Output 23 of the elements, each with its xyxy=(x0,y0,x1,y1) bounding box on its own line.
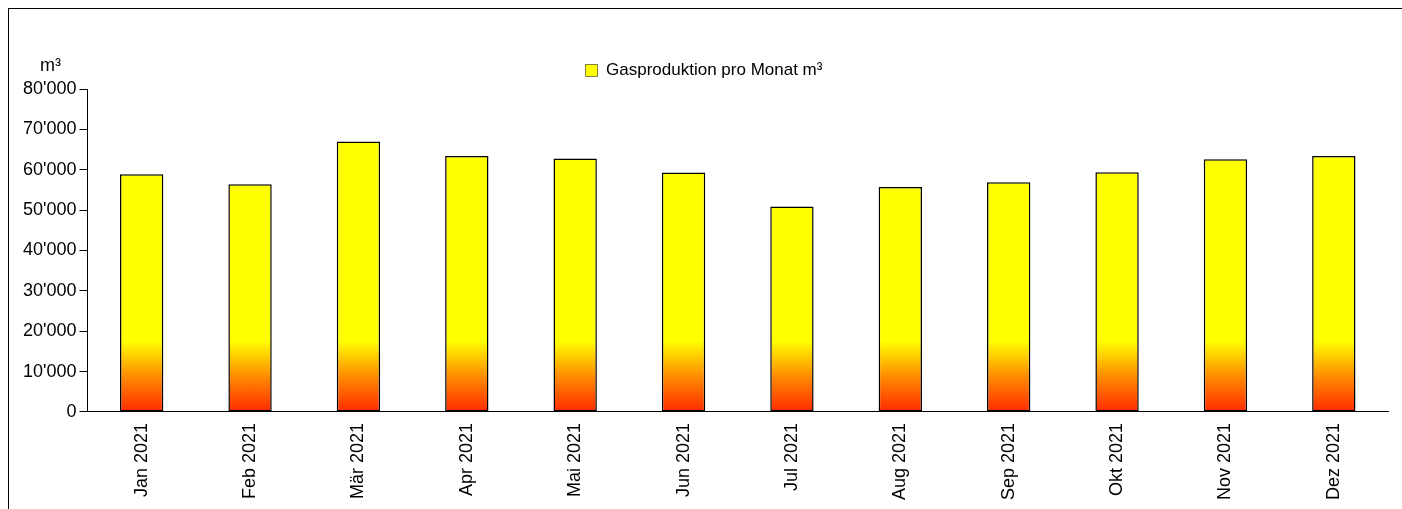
y-tick-label: 50'000 xyxy=(22,199,77,220)
x-tick-label: Jan 2021 xyxy=(130,422,151,498)
y-tick-label: 70'000 xyxy=(22,118,77,139)
y-tick-label: 20'000 xyxy=(22,320,77,341)
y-tick-label: 80'000 xyxy=(22,77,77,98)
x-tick-label: Nov 2021 xyxy=(1214,422,1235,500)
x-tick-label: Dez 2021 xyxy=(1322,422,1343,500)
y-tick-label: 40'000 xyxy=(22,239,77,260)
y-tick-label: 30'000 xyxy=(22,279,77,300)
x-tick-label: Aug 2021 xyxy=(889,422,910,501)
x-tick-label: Jun 2021 xyxy=(672,422,693,498)
y-axis-title: m³ xyxy=(40,54,61,75)
x-tick-label: Mai 2021 xyxy=(564,422,585,497)
y-tick-label: 60'000 xyxy=(22,158,77,179)
y-tick-label: 10'000 xyxy=(22,360,77,381)
legend-label: Gasproduktion pro Monat m³ xyxy=(606,60,823,80)
x-tick-label: Mär 2021 xyxy=(347,422,368,499)
x-tick-label: Feb 2021 xyxy=(239,422,260,499)
x-tick-label: Okt 2021 xyxy=(1106,422,1127,496)
x-tick-label: Sep 2021 xyxy=(997,422,1018,501)
y-tick-label: 0 xyxy=(66,400,77,421)
x-tick-label: Jul 2021 xyxy=(780,422,801,491)
x-tick-label: Apr 2021 xyxy=(455,422,476,496)
